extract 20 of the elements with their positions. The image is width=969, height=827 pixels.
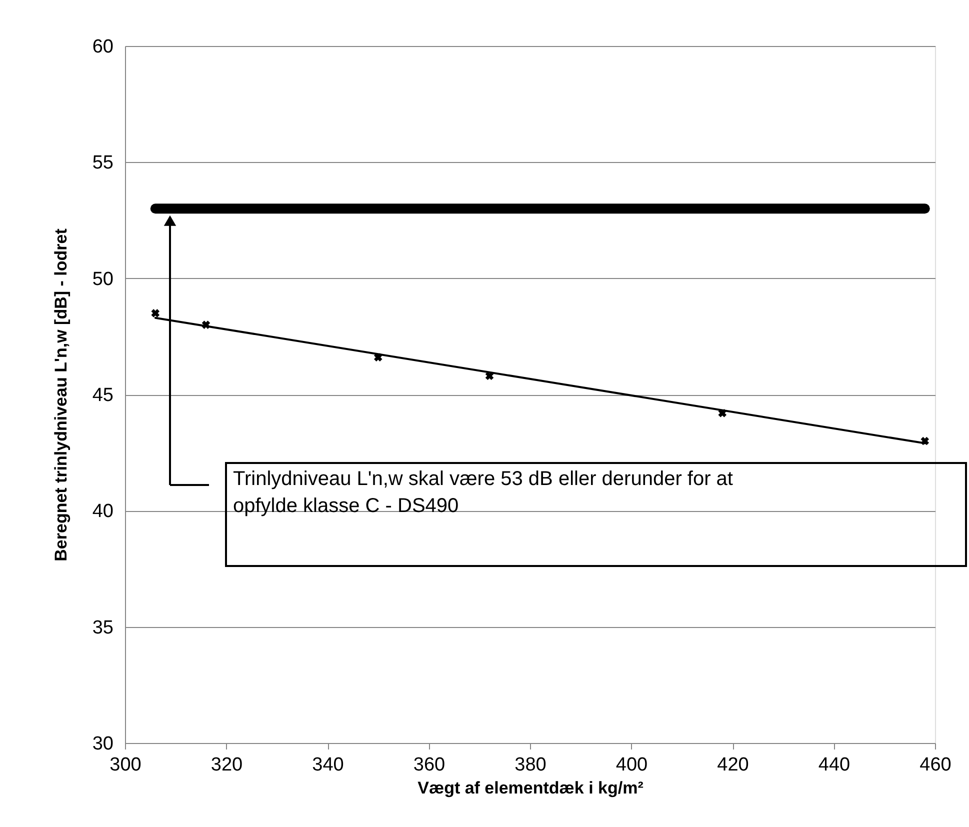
x-tick-label: 380 — [514, 754, 546, 776]
x-axis-title: Vægt af elementdæk i kg/m² — [418, 778, 644, 798]
x-tick-label: 400 — [616, 754, 648, 776]
y-tick-label: 45 — [92, 385, 114, 406]
y-axis-title: Beregnet trinlydniveau L'n,w [dB] - lodret — [51, 228, 70, 562]
y-tick-label: 55 — [92, 152, 114, 174]
x-tick-label: 440 — [818, 754, 850, 776]
x-tick-label: 420 — [717, 754, 749, 776]
point — [151, 309, 160, 318]
y-tick-label: 30 — [92, 734, 114, 754]
x-tick-label: 300 — [110, 754, 142, 776]
y-tick-label: 35 — [92, 617, 114, 638]
x-tick-label: 360 — [413, 754, 446, 776]
x-tick-label: 460 — [920, 754, 952, 776]
x-tick-label: 340 — [312, 754, 344, 776]
x-tick-label: 320 — [210, 754, 243, 776]
y-tick-label: 50 — [92, 268, 114, 290]
legend-label: Trinlydniveau L'n,w skal være 53 dB eller derunder for at opfylde klasse C - DS490 — [233, 468, 734, 517]
y-tick-label: 60 — [92, 36, 114, 58]
y-tick-label: 40 — [92, 501, 114, 522]
